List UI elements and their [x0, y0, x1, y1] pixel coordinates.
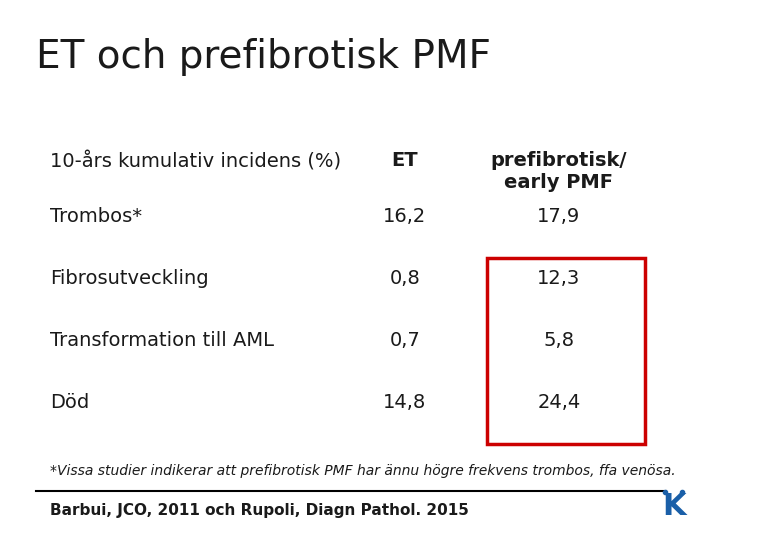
- Text: 10-års kumulativ incidens (%): 10-års kumulativ incidens (%): [50, 151, 342, 171]
- Text: 0,7: 0,7: [389, 330, 420, 350]
- Text: 5,8: 5,8: [544, 330, 574, 350]
- Text: *Vissa studier indikerar att prefibrotisk PMF har ännu högre frekvens trombos, f: *Vissa studier indikerar att prefibrotis…: [50, 464, 675, 478]
- Text: ET: ET: [392, 151, 418, 170]
- Text: K: K: [661, 492, 686, 521]
- Text: 0,8: 0,8: [389, 268, 420, 288]
- Text: 14,8: 14,8: [383, 393, 427, 412]
- Text: prefibrotisk/
early PMF: prefibrotisk/ early PMF: [491, 151, 627, 192]
- Text: Barbui, JCO, 2011 och Rupoli, Diagn Pathol. 2015: Barbui, JCO, 2011 och Rupoli, Diagn Path…: [50, 503, 469, 518]
- Text: ET och prefibrotisk PMF: ET och prefibrotisk PMF: [36, 38, 491, 76]
- Text: 16,2: 16,2: [383, 206, 427, 226]
- Text: Fibrosutveckling: Fibrosutveckling: [50, 268, 209, 288]
- Text: Transformation till AML: Transformation till AML: [50, 330, 274, 350]
- Text: 24,4: 24,4: [537, 393, 580, 412]
- Text: Trombos*: Trombos*: [50, 206, 142, 226]
- Text: Död: Död: [50, 393, 90, 412]
- Text: 17,9: 17,9: [537, 206, 580, 226]
- Text: 12,3: 12,3: [537, 268, 580, 288]
